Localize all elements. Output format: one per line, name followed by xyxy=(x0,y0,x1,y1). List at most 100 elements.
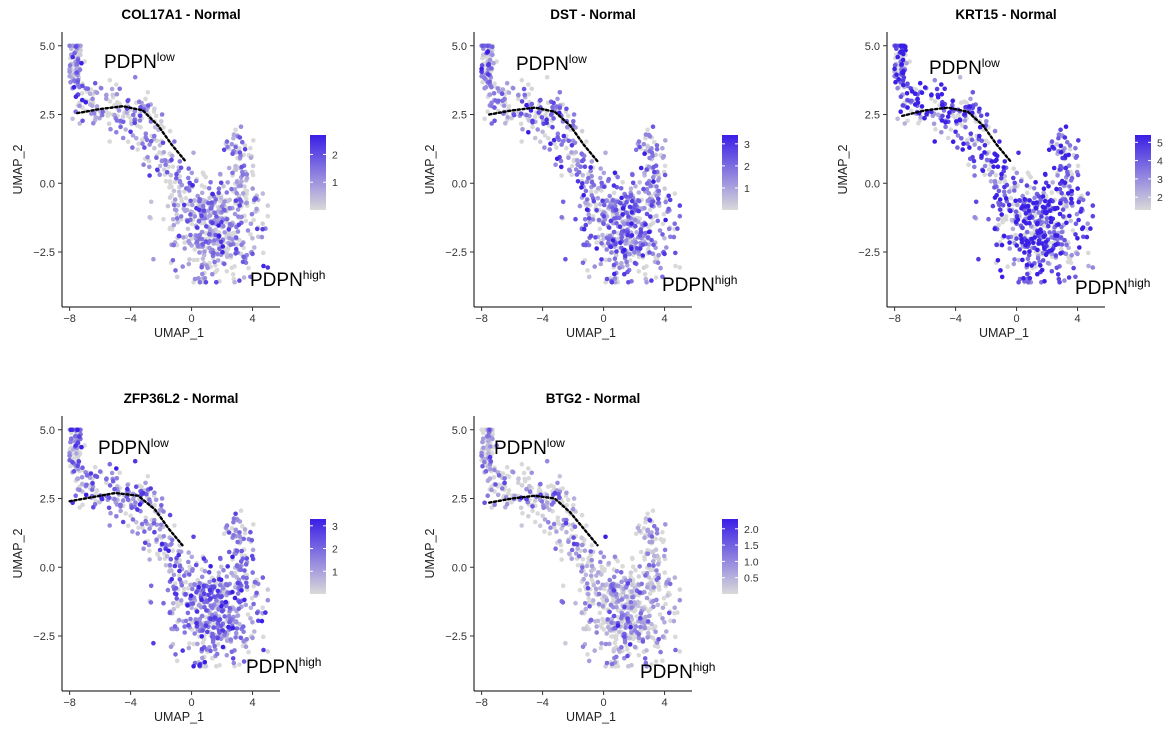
points-group xyxy=(892,43,1096,285)
cell-point xyxy=(662,251,667,257)
cell-point xyxy=(91,111,97,116)
cell-point xyxy=(181,586,187,592)
annotation-base: PDPN xyxy=(246,657,299,678)
cell-point xyxy=(231,135,236,141)
cell-point xyxy=(1066,275,1072,280)
cell-point xyxy=(1061,214,1066,219)
cell-point xyxy=(606,236,611,242)
cell-point xyxy=(133,484,139,489)
x-tick-label: −4 xyxy=(124,697,137,709)
legend-colorbar xyxy=(310,135,326,210)
cell-point xyxy=(510,469,516,475)
cell-point xyxy=(579,512,585,518)
cell-point xyxy=(529,86,534,92)
cell-point xyxy=(945,114,951,119)
cell-point xyxy=(645,630,651,636)
cell-point xyxy=(660,634,666,640)
cell-point xyxy=(557,538,562,544)
cell-point xyxy=(1015,202,1020,208)
cell-point xyxy=(491,91,497,96)
cell-point xyxy=(545,484,551,489)
cell-point xyxy=(626,241,632,246)
cell-point xyxy=(542,133,548,138)
cell-point xyxy=(559,557,564,562)
cell-point xyxy=(486,451,491,456)
cell-point xyxy=(633,147,639,153)
cell-point xyxy=(199,574,205,580)
cell-point xyxy=(1032,235,1037,240)
cell-point xyxy=(532,519,538,525)
cell-point xyxy=(666,226,672,232)
cell-point xyxy=(645,511,650,517)
cell-point xyxy=(516,480,521,486)
cell-point xyxy=(518,121,524,127)
cell-point xyxy=(642,535,647,540)
cell-point xyxy=(248,221,254,227)
cell-point xyxy=(130,133,136,138)
cell-point xyxy=(251,217,256,223)
annotation-pdpn-high: PDPNhigh xyxy=(662,273,737,296)
annotation-base: PDPN xyxy=(640,662,693,683)
cell-point xyxy=(532,114,538,119)
cell-point xyxy=(161,509,166,514)
cell-point xyxy=(170,164,176,169)
cell-point xyxy=(908,108,914,114)
cell-point xyxy=(673,250,678,256)
cell-point xyxy=(677,203,683,208)
cell-point xyxy=(1059,229,1065,235)
cell-point xyxy=(1066,163,1072,168)
cell-point xyxy=(165,587,171,593)
axes: −8 −4 0 45.02.50.0−2.5 xyxy=(33,416,280,709)
cell-point xyxy=(488,466,493,472)
cell-point xyxy=(540,513,545,519)
cell-point xyxy=(91,505,96,510)
cell-point xyxy=(480,79,485,85)
annotation-superscript: high xyxy=(693,660,716,674)
cell-point xyxy=(217,582,223,588)
cell-point xyxy=(217,246,222,252)
cell-point xyxy=(1023,211,1029,216)
cell-point xyxy=(212,210,217,216)
cell-point xyxy=(236,222,242,228)
cell-point xyxy=(120,114,126,119)
cell-point xyxy=(227,205,232,211)
cell-point xyxy=(555,515,561,520)
cell-point xyxy=(646,190,651,196)
cell-point xyxy=(617,265,622,271)
cell-point xyxy=(648,214,653,219)
cell-point xyxy=(992,226,998,232)
cell-point xyxy=(661,553,667,559)
cell-point xyxy=(530,124,535,130)
cell-point xyxy=(73,94,79,99)
cell-point xyxy=(645,619,651,624)
cell-point xyxy=(979,153,984,158)
cell-point xyxy=(544,117,549,122)
cell-point xyxy=(972,173,977,178)
x-tick-label: −8 xyxy=(63,697,76,709)
cell-point xyxy=(199,265,204,270)
cell-point xyxy=(1003,217,1009,222)
cell-point xyxy=(487,454,493,460)
cell-point xyxy=(608,602,614,608)
cell-point xyxy=(224,216,230,222)
color-legend: 2.01.51.00.5 xyxy=(722,519,759,594)
legend-tick-label: 2.0 xyxy=(744,524,759,536)
cell-point xyxy=(586,242,592,248)
annotation-superscript: low xyxy=(151,436,169,450)
cell-point xyxy=(120,135,126,141)
cell-point xyxy=(519,461,525,467)
x-axis-label: UMAP_1 xyxy=(979,326,1029,340)
cell-point xyxy=(618,570,624,575)
cell-point xyxy=(188,582,193,588)
cell-point xyxy=(231,516,237,521)
cell-point xyxy=(555,96,560,102)
cell-point xyxy=(542,145,547,150)
cell-point xyxy=(500,98,505,103)
cell-point xyxy=(155,552,161,557)
cell-point xyxy=(607,609,612,615)
cell-point xyxy=(625,616,630,621)
y-tick-label: 5.0 xyxy=(865,41,880,53)
cell-point xyxy=(667,581,673,587)
cell-point xyxy=(251,601,256,607)
cell-point xyxy=(964,137,970,143)
